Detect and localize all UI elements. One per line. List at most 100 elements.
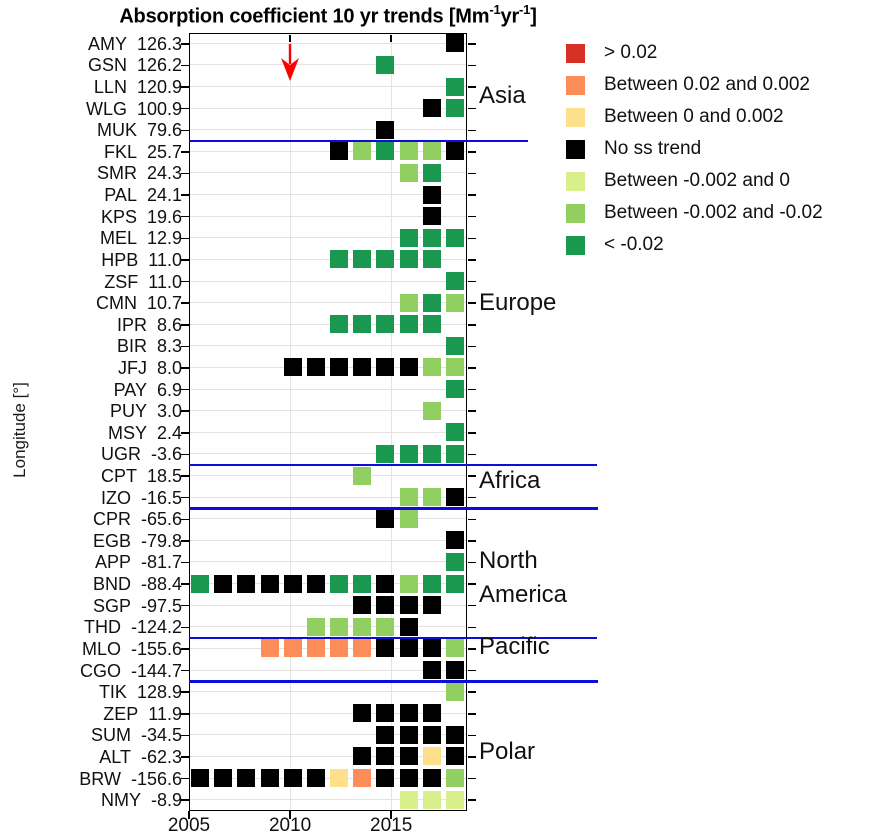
y-tick [467,756,476,758]
y-tick [467,151,476,153]
y-tick [467,648,476,650]
trend-cell-BND [237,574,256,593]
trend-cell-UGR [399,444,418,463]
trend-cell-SUM [399,725,418,744]
chart-title-text2: yr [500,5,520,28]
trend-cell-SGP [353,596,372,615]
y-tick-label-IPR: IPR 8.6 [116,314,182,335]
y-tick-label-BND: BND -88.4 [92,574,182,595]
plot-area [189,33,467,811]
region-separator [189,140,528,142]
trend-cell-HPB [399,250,418,269]
y-tick-label-JFJ: JFJ 8.0 [117,357,182,378]
y-tick-label-APP: APP -81.7 [94,552,182,573]
y-gridline [190,86,466,88]
y-gridline [190,258,466,260]
y-tick [181,432,189,434]
y-tick-label-IZO: IZO -16.5 [100,487,182,508]
y-tick [467,345,476,348]
red-arrow-annotation-icon [281,44,299,81]
y-tick [467,604,476,607]
y-tick [467,64,476,67]
y-tick [181,194,189,196]
trend-cell-FKL [330,142,349,161]
trend-cell-THD [353,617,372,636]
x-tick-label: 2005 [167,815,211,834]
y-tick-label-MSY: MSY 2.4 [107,422,182,443]
y-tick [467,691,476,693]
y-tick-label-MEL: MEL 12.9 [99,228,182,249]
trend-cell-MSY [445,423,464,442]
y-gridline [190,215,466,217]
trend-cell-BND [353,574,372,593]
trend-cell-THD [330,617,349,636]
y-tick [467,799,476,801]
y-tick-label-ZSF: ZSF 11.0 [104,271,182,292]
chart-title-text: Absorption coefficient 10 yr trends [Mm [119,5,490,28]
y-tick [181,453,189,456]
y-gridline [190,388,466,390]
trend-cell-SGP [376,596,395,615]
trend-cell-HPB [422,250,441,269]
y-tick [181,43,189,45]
trend-cell-BRW [283,769,302,788]
y-gridline [190,583,466,585]
chart-title: Absorption coefficient 10 yr trends [Mm-… [100,2,556,29]
y-tick-label-CGO: CGO -144.7 [79,660,182,681]
y-tick [467,367,476,369]
legend-label: Between -0.002 and 0 [604,170,790,191]
y-gridline [190,518,466,520]
legend-label: No ss trend [604,138,702,159]
region-separator [189,680,598,683]
trend-cell-ALT [422,747,441,766]
y-tick [467,86,476,88]
trend-cell-BRW [330,769,349,788]
region-separator [189,507,598,510]
trend-cell-BRW [353,769,372,788]
trend-cell-MLO [260,639,279,658]
trend-cell-ZEP [422,704,441,723]
y-tick-label-PAL: PAL 24.1 [104,185,182,206]
y-tick [467,432,476,434]
y-axis-label: Longitude [°] [10,382,29,478]
y-tick [181,107,189,110]
y-tick-label-BIR: BIR 8.3 [116,336,182,357]
region-label-europe: Europe [479,286,556,320]
y-gridline [190,691,466,693]
y-tick [181,388,189,391]
region-label-polar: Polar [479,735,535,769]
trend-cell-JFJ [399,358,418,377]
trend-cell-THD [376,617,395,636]
y-tick [467,388,476,391]
y-tick [181,64,189,67]
y-tick [181,561,189,564]
y-tick [467,215,476,218]
trend-cell-SUM [445,725,464,744]
y-tick-label-UGR: UGR -3.6 [100,444,182,465]
trend-cell-BND [260,574,279,593]
y-tick [467,475,476,477]
trend-cell-BRW [260,769,279,788]
trend-cell-IPR [376,315,395,334]
y-gridline [190,453,466,455]
trend-cell-SMR [399,163,418,182]
trend-cell-MLO [353,639,372,658]
y-tick-label-FKL: FKL 25.7 [103,141,182,162]
y-gridline [190,42,466,44]
y-gridline [190,799,466,801]
y-tick [467,669,476,672]
y-tick [181,583,189,585]
y-tick-label-SMR: SMR 24.3 [96,163,182,184]
legend-label: < -0.02 [604,234,664,255]
trend-cell-BND [445,574,464,593]
trend-cell-SUM [376,725,395,744]
y-tick-label-HPB: HPB 11.0 [101,249,182,270]
y-tick [467,453,476,456]
y-tick-label-ALT: ALT -62.3 [99,746,182,767]
y-tick-label-EGB: EGB -79.8 [92,530,182,551]
legend-label: Between -0.002 and -0.02 [604,202,823,223]
y-gridline [190,561,466,563]
y-tick [181,777,189,780]
y-tick [467,194,476,196]
